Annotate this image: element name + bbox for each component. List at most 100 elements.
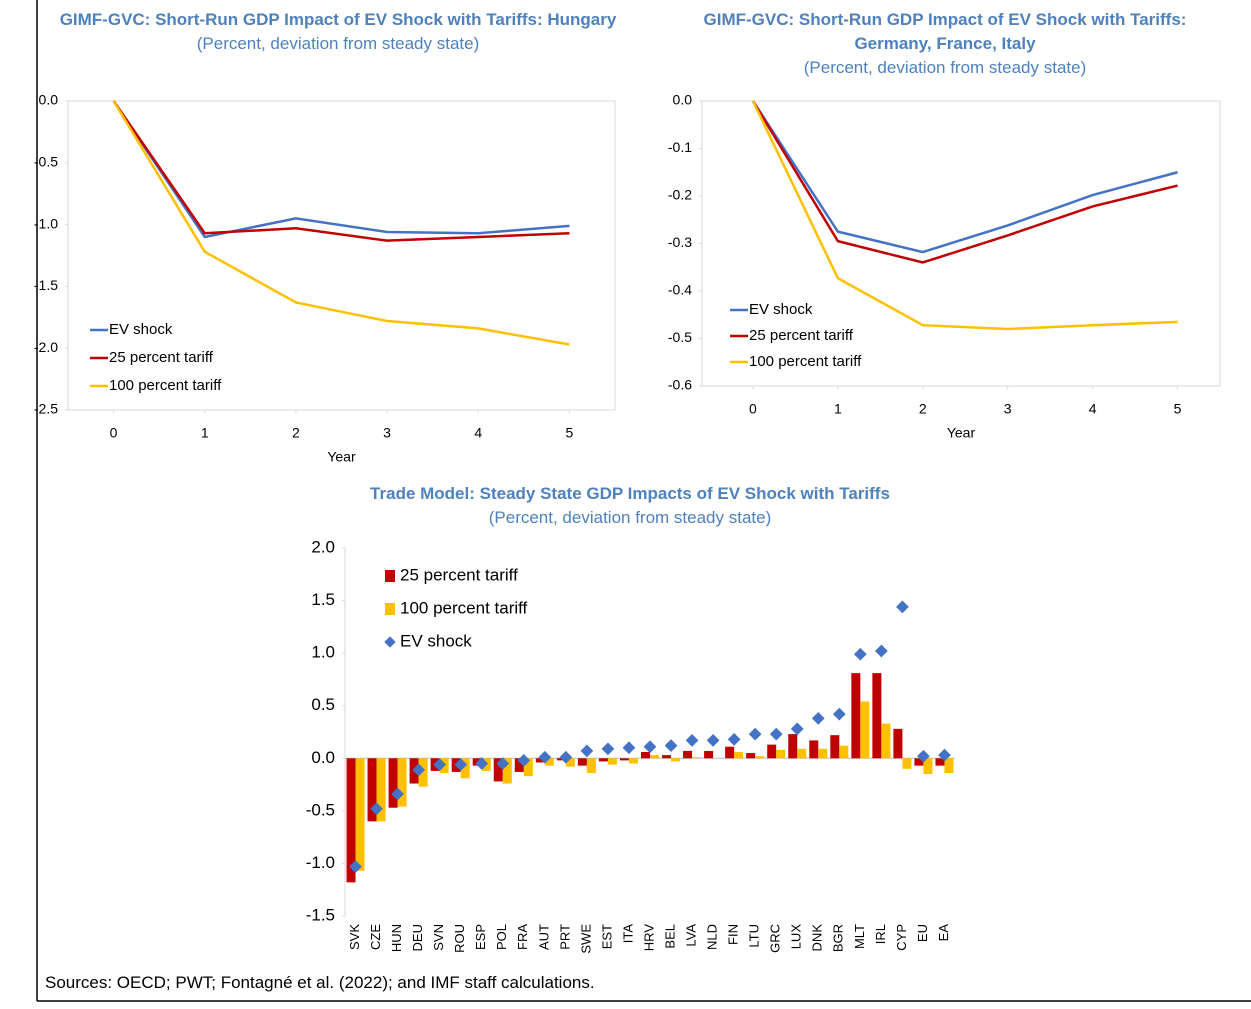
x-tick-label: 4 bbox=[474, 425, 482, 441]
x-tick-label: HUN bbox=[389, 924, 404, 952]
x-tick-label: EA bbox=[936, 924, 951, 942]
x-tick-label: CZE bbox=[368, 924, 383, 950]
legend-label: EV shock bbox=[749, 301, 813, 318]
bar bbox=[902, 758, 912, 769]
x-tick-label: NLD bbox=[705, 924, 720, 950]
bar bbox=[397, 758, 407, 807]
legend-label: 100 percent tariff bbox=[109, 377, 222, 394]
bar bbox=[418, 758, 428, 787]
bar bbox=[607, 758, 617, 765]
chart-heading: GIMF-GVC: Short-Run GDP Impact of EV Sho… bbox=[58, 8, 618, 56]
y-tick-label: -0.2 bbox=[668, 187, 692, 203]
bar bbox=[692, 757, 702, 759]
bar bbox=[523, 758, 533, 777]
y-tick-label: 0.0 bbox=[311, 748, 335, 767]
bar bbox=[502, 758, 512, 784]
chart-title: GIMF-GVC: Short-Run GDP Impact of EV Sho… bbox=[703, 10, 1187, 53]
x-tick-label: 2 bbox=[919, 401, 927, 417]
bar bbox=[662, 755, 672, 759]
bar bbox=[367, 758, 377, 822]
x-tick-label: 0 bbox=[749, 401, 757, 417]
x-axis-label: Year bbox=[947, 425, 976, 441]
x-tick-label: LVA bbox=[684, 924, 699, 947]
source-note: Sources: OECD; PWT; Fontagné et al. (202… bbox=[45, 973, 595, 992]
bar bbox=[809, 740, 819, 759]
bar bbox=[460, 758, 470, 779]
bar bbox=[935, 758, 945, 766]
chart-subtitle: (Percent, deviation from steady state) bbox=[196, 34, 480, 53]
diamond-marker bbox=[896, 600, 909, 614]
x-tick-label: 1 bbox=[201, 425, 209, 441]
chart-subtitle: (Percent, deviation from steady state) bbox=[488, 508, 772, 527]
bar bbox=[923, 758, 933, 775]
bar bbox=[734, 751, 744, 759]
y-tick-label: -0.1 bbox=[668, 139, 692, 155]
chart-subtitle: (Percent, deviation from steady state) bbox=[803, 58, 1087, 77]
y-tick-label: 0.0 bbox=[673, 92, 693, 108]
x-tick-label: FRA bbox=[515, 924, 530, 950]
x-tick-label: HRV bbox=[641, 924, 656, 952]
chart-heading: Trade Model: Steady State GDP Impacts of… bbox=[180, 482, 1080, 530]
y-tick-label: -0.3 bbox=[668, 234, 692, 250]
bar bbox=[683, 750, 693, 759]
bar bbox=[830, 735, 840, 759]
x-tick-label: LTU bbox=[747, 924, 762, 948]
legend-swatch bbox=[385, 570, 395, 582]
legend-label: EV shock bbox=[109, 321, 173, 338]
diamond-marker bbox=[853, 647, 867, 661]
x-tick-label: AUT bbox=[536, 924, 551, 950]
diamond-marker bbox=[664, 739, 678, 753]
x-tick-label: BEL bbox=[662, 924, 677, 949]
bar bbox=[914, 758, 924, 766]
x-tick-label: 0 bbox=[110, 425, 118, 441]
x-tick-label: IRL bbox=[873, 924, 888, 944]
x-tick-label: GRC bbox=[768, 924, 783, 953]
x-tick-label: 3 bbox=[1004, 401, 1012, 417]
line-series bbox=[751, 100, 1178, 264]
bar bbox=[641, 751, 650, 759]
y-tick-label: 0.0 bbox=[39, 92, 59, 108]
x-tick-label: 4 bbox=[1089, 401, 1097, 417]
x-tick-label: DNK bbox=[810, 924, 825, 952]
y-tick-label: 0.5 bbox=[311, 695, 335, 714]
diamond-marker bbox=[685, 734, 699, 747]
x-tick-label: POL bbox=[494, 924, 509, 950]
diamond-marker bbox=[622, 741, 636, 755]
y-tick-label: 2.0 bbox=[311, 537, 335, 556]
bar bbox=[767, 744, 777, 759]
y-tick-label: -2.0 bbox=[34, 339, 58, 355]
x-tick-label: CYP bbox=[894, 924, 909, 951]
bar bbox=[776, 749, 786, 759]
legend-label: 100 percent tariff bbox=[749, 353, 862, 370]
bar bbox=[493, 758, 503, 782]
bar bbox=[388, 758, 398, 808]
bar bbox=[872, 673, 882, 759]
y-tick-label: -1.0 bbox=[306, 853, 335, 872]
line-series bbox=[751, 100, 1178, 331]
y-tick-label: -0.6 bbox=[668, 377, 692, 393]
y-tick-label: 1.5 bbox=[311, 590, 335, 609]
y-tick-label: -1.5 bbox=[306, 905, 335, 924]
diamond-marker bbox=[601, 742, 615, 756]
x-tick-label: SWE bbox=[578, 924, 593, 954]
y-tick-label: -1.0 bbox=[34, 215, 58, 231]
line-series bbox=[112, 100, 570, 239]
bar bbox=[944, 758, 954, 774]
bar bbox=[586, 758, 596, 774]
bar bbox=[788, 734, 798, 759]
diamond-marker bbox=[580, 744, 594, 758]
diamond-marker bbox=[832, 707, 846, 721]
x-tick-label: EST bbox=[599, 924, 614, 949]
legend-swatch bbox=[385, 603, 395, 615]
x-tick-label: MLT bbox=[852, 924, 867, 949]
bar bbox=[893, 728, 903, 759]
x-axis-label: Year bbox=[327, 449, 356, 465]
legend-label: 25 percent tariff bbox=[109, 349, 214, 366]
diamond-marker bbox=[727, 732, 741, 746]
bar bbox=[851, 673, 861, 759]
bar bbox=[755, 756, 765, 759]
legend-label: 25 percent tariff bbox=[749, 327, 854, 344]
y-tick-label: -1.5 bbox=[34, 277, 58, 293]
bar bbox=[881, 723, 891, 759]
x-tick-label: BGR bbox=[831, 924, 846, 952]
